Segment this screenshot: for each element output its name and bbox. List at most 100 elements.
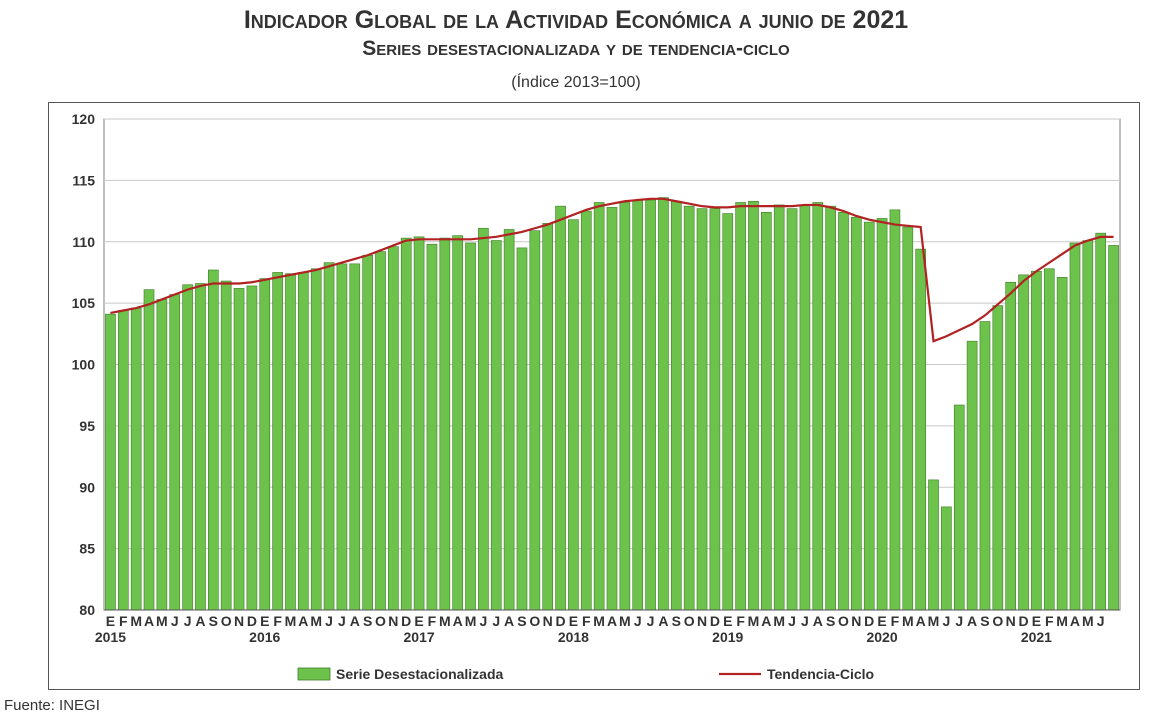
month-label: A xyxy=(761,613,771,629)
month-label: M xyxy=(928,613,940,629)
bar xyxy=(246,285,258,611)
bar xyxy=(670,200,682,611)
bar xyxy=(336,263,348,611)
bar xyxy=(105,313,116,611)
bar xyxy=(709,208,721,611)
month-label: F xyxy=(428,613,437,629)
bar xyxy=(773,204,785,611)
bar xyxy=(580,210,592,611)
y-tick-label: 115 xyxy=(72,172,95,188)
bar xyxy=(838,211,849,611)
month-label: S xyxy=(517,613,526,629)
bar xyxy=(117,310,129,611)
bar xyxy=(130,307,142,611)
bar xyxy=(1018,274,1029,611)
bar xyxy=(349,263,361,611)
month-label: N xyxy=(851,613,861,629)
bar xyxy=(992,305,1004,611)
month-label: J xyxy=(1097,613,1105,629)
bar xyxy=(722,213,734,611)
month-label: J xyxy=(171,613,179,629)
month-label: M xyxy=(130,613,142,629)
month-label: S xyxy=(209,613,218,629)
year-label: 2020 xyxy=(866,629,897,645)
bar xyxy=(683,205,695,611)
month-label: D xyxy=(1018,613,1028,629)
bar xyxy=(825,205,836,611)
bar xyxy=(503,229,515,611)
bar xyxy=(799,204,811,611)
bar xyxy=(863,221,875,611)
bar xyxy=(490,240,502,611)
y-tick-label: 120 xyxy=(72,111,96,127)
legend-label-trend: Tendencia-Ciclo xyxy=(767,666,874,682)
bar xyxy=(928,479,939,611)
month-label: M xyxy=(156,613,168,629)
bar xyxy=(696,208,708,611)
chart-frame: 80 85 90 95 100 105 110 115 120 E F M A M J J A S O N D E F M A M… xyxy=(48,102,1140,690)
month-label: F xyxy=(891,613,900,629)
bar xyxy=(876,218,888,611)
bar xyxy=(1095,232,1107,611)
month-label: A xyxy=(144,613,154,629)
month-label: E xyxy=(414,613,423,629)
y-tick-label: 80 xyxy=(79,602,95,618)
month-label: S xyxy=(826,613,835,629)
month-label: J xyxy=(647,613,655,629)
bar xyxy=(606,207,618,611)
bar xyxy=(323,262,335,611)
year-label: 2021 xyxy=(1021,629,1052,645)
bar xyxy=(1108,245,1119,611)
bar xyxy=(182,284,193,611)
bar xyxy=(786,208,798,611)
bar xyxy=(233,288,245,611)
month-label: M xyxy=(465,613,477,629)
trend-line xyxy=(110,197,1114,343)
bar xyxy=(529,230,541,611)
month-label: J xyxy=(479,613,487,629)
month-label: J xyxy=(942,613,950,629)
bar xyxy=(555,205,566,611)
bar xyxy=(156,299,168,611)
month-label: D xyxy=(555,613,565,629)
month-label: S xyxy=(363,613,372,629)
month-label: F xyxy=(736,613,745,629)
legend-label-bars: Serie Desestacionalizada xyxy=(336,666,504,682)
bar xyxy=(851,216,862,611)
bar xyxy=(362,254,373,611)
month-label: M xyxy=(593,613,605,629)
bar xyxy=(593,202,605,611)
y-tick-label: 95 xyxy=(79,418,95,434)
month-label: M xyxy=(748,613,760,629)
month-label: E xyxy=(260,613,269,629)
month-label: A xyxy=(350,613,360,629)
bar xyxy=(735,202,746,611)
month-label: M xyxy=(1056,613,1068,629)
year-label: 2019 xyxy=(712,629,743,645)
month-label: J xyxy=(325,613,333,629)
bar xyxy=(169,294,181,611)
month-label: E xyxy=(877,613,886,629)
year-label: 2017 xyxy=(404,629,435,645)
bar xyxy=(632,199,644,611)
month-label: D xyxy=(710,613,720,629)
month-label: O xyxy=(992,613,1003,629)
bar xyxy=(452,235,463,611)
year-label: 2016 xyxy=(249,629,280,645)
month-label: N xyxy=(543,613,553,629)
month-label: F xyxy=(1045,613,1054,629)
bar xyxy=(542,223,554,611)
bar xyxy=(889,209,901,611)
bar xyxy=(195,283,206,611)
bar xyxy=(439,237,451,611)
y-tick-label: 90 xyxy=(79,479,95,495)
bar xyxy=(272,272,283,611)
y-tick-label: 85 xyxy=(79,541,95,557)
bar xyxy=(1069,242,1081,611)
bar xyxy=(426,243,438,611)
y-tick-label: 105 xyxy=(72,295,96,311)
bar xyxy=(568,219,579,611)
month-label: J xyxy=(801,613,809,629)
bar xyxy=(1005,281,1016,611)
bar xyxy=(285,273,296,611)
